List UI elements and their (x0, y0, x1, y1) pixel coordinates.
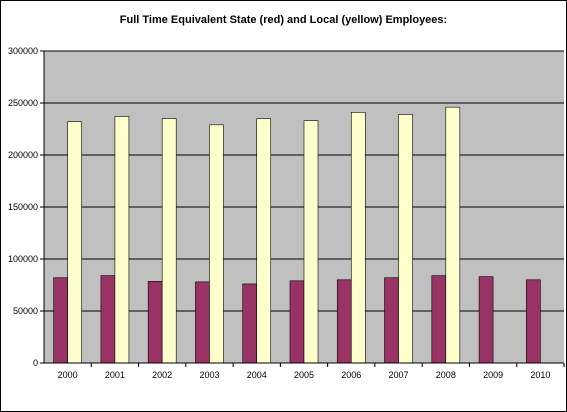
bar-series-1 (478, 276, 494, 364)
bar-series-2 (303, 120, 319, 364)
x-tick-label: 2008 (436, 370, 456, 380)
y-tick-label: 50000 (13, 306, 38, 316)
x-tick-label: 2007 (389, 370, 409, 380)
y-tick-label: 300000 (8, 46, 38, 56)
x-tick-label: 2001 (105, 370, 125, 380)
bar-series-2 (161, 118, 177, 364)
x-tick-label: 2006 (341, 370, 361, 380)
y-tick-label: 0 (33, 358, 38, 368)
x-tick-label: 2002 (152, 370, 172, 380)
bar-series-2 (114, 116, 130, 364)
bar-series-2 (209, 124, 224, 364)
bar-series-1 (289, 280, 305, 364)
x-tick-label: 2000 (58, 370, 78, 380)
y-tick-label: 100000 (8, 254, 38, 264)
bar-series-1 (242, 283, 258, 364)
chart-title: Full Time Equivalent State (red) and Loc… (119, 14, 448, 26)
bar-series-2 (398, 114, 413, 364)
x-tick-label: 2009 (483, 370, 503, 380)
bar-series-2 (256, 118, 272, 364)
bar-series-2 (350, 112, 366, 364)
bar-series-1 (384, 277, 399, 364)
y-tick-label: 150000 (8, 202, 38, 212)
bar-series-1 (53, 277, 68, 364)
bar-series-2 (67, 121, 82, 364)
x-tick-label: 2010 (530, 370, 550, 380)
bar-series-1 (195, 281, 210, 364)
bar-series-1 (526, 279, 541, 364)
bar-series-1 (431, 275, 447, 364)
y-tick-label: 200000 (8, 150, 38, 160)
bar-series-2 (445, 106, 461, 364)
x-tick-label: 2005 (294, 370, 314, 380)
x-tick-label: 2004 (247, 370, 267, 380)
bar-series-1 (100, 275, 116, 364)
y-tick-label: 250000 (8, 98, 38, 108)
bar-series-1 (336, 279, 352, 364)
bar-series-1 (147, 281, 163, 364)
x-tick-label: 2003 (199, 370, 219, 380)
